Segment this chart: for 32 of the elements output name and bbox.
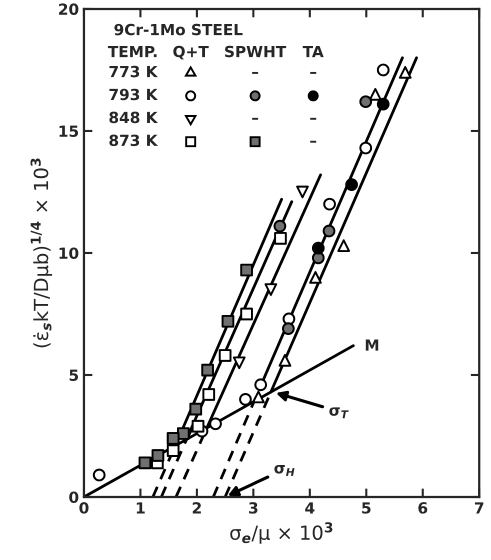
annotation: SPWHT bbox=[225, 46, 286, 58]
annotation: – bbox=[252, 72, 258, 74]
annotation: – bbox=[310, 72, 316, 74]
x-tick-label: 7 bbox=[474, 502, 484, 514]
annotation: 793 K bbox=[109, 88, 158, 100]
annotation: 773 K bbox=[109, 66, 158, 78]
x-tick-label: 4 bbox=[305, 502, 314, 514]
y-axis-title: (ε̇$_{s}$kT/Dμb)$^{1/4}$ × 10$^{3}$ bbox=[30, 158, 52, 348]
annotation: – bbox=[310, 140, 316, 143]
annotation: 873 K bbox=[109, 134, 158, 146]
annotation: Q+T bbox=[173, 46, 209, 60]
x-tick-label: 1 bbox=[136, 502, 145, 514]
annotation: TA bbox=[302, 46, 324, 58]
annotation: 9Cr-1Mo STEEL bbox=[114, 24, 243, 36]
annotation: 848 K bbox=[109, 112, 158, 124]
annotation: – bbox=[310, 118, 316, 120]
annotation: TEMP. bbox=[108, 46, 157, 58]
annotation: σ$_{H}$ bbox=[274, 465, 295, 476]
y-tick-label: 5 bbox=[70, 370, 78, 382]
x-tick-label: 5 bbox=[362, 502, 371, 514]
y-tick-label: 0 bbox=[69, 491, 78, 504]
y-tick-label: 10 bbox=[60, 247, 78, 259]
x-tick-label: 6 bbox=[418, 502, 428, 514]
annotation: M bbox=[366, 340, 378, 351]
y-tick-label: 15 bbox=[60, 126, 78, 137]
x-tick-label: 2 bbox=[192, 502, 201, 514]
annotation: – bbox=[252, 118, 258, 120]
x-tick-label: 3 bbox=[249, 502, 258, 514]
y-tick-label: 20 bbox=[59, 3, 78, 15]
annotation: σ$_{T}$ bbox=[329, 407, 349, 418]
x-axis-title: σ$_{e}$/μ × 10$^{3}$ bbox=[230, 522, 332, 544]
x-tick-label: 0 bbox=[79, 502, 89, 514]
